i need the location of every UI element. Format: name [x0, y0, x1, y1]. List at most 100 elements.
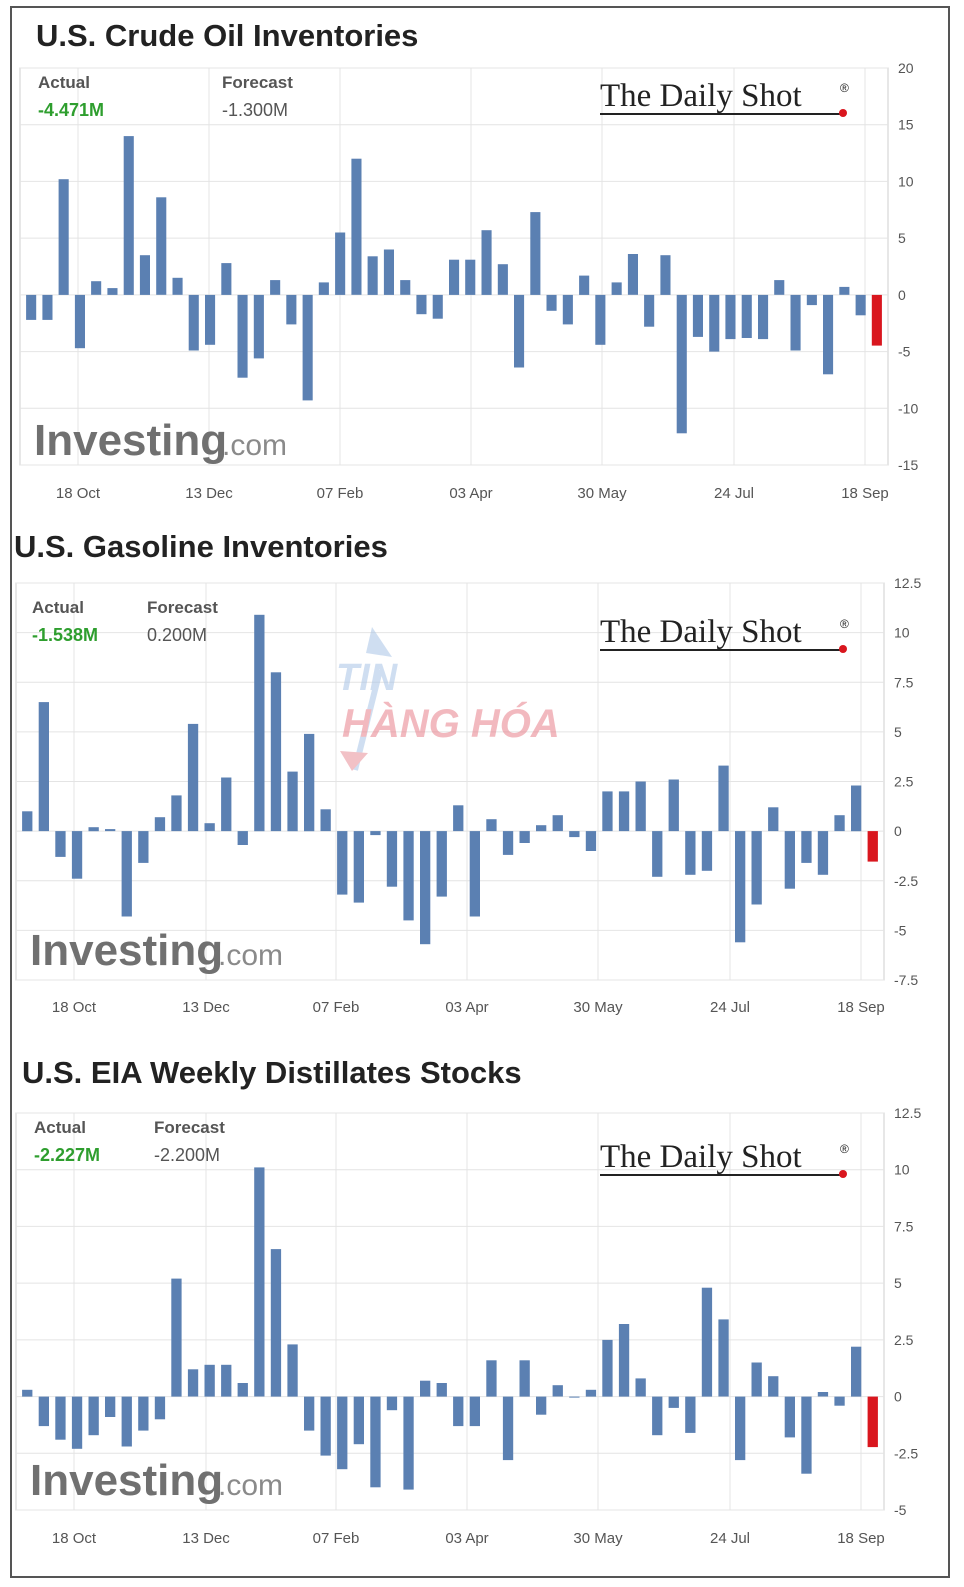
bar — [204, 823, 215, 832]
bar — [817, 831, 829, 875]
bar — [105, 829, 116, 832]
x-tick-label: 03 Apr — [445, 999, 488, 1016]
bar — [784, 1396, 795, 1438]
bar — [519, 831, 530, 843]
bar — [107, 288, 118, 295]
bar — [156, 197, 167, 295]
y-tick-label: 2.5 — [894, 774, 914, 790]
y-tick-label: 5 — [894, 1275, 902, 1291]
brand-mark: ® — [840, 617, 849, 631]
bar — [370, 1396, 381, 1488]
bar — [579, 275, 590, 295]
bar — [735, 831, 746, 943]
investing-logo: Investing .com — [34, 416, 287, 465]
bar — [768, 807, 779, 832]
x-tick-label: 13 Dec — [182, 999, 230, 1016]
y-tick-label: 20 — [898, 60, 914, 76]
y-tick-label: -2.5 — [894, 1445, 918, 1461]
x-tick-label: 18 Oct — [52, 999, 97, 1016]
watermark-line1: TIN — [336, 657, 399, 699]
latest-bar — [867, 1396, 878, 1448]
actual-label: Actual — [32, 598, 84, 617]
forecast-value: -1.300M — [222, 100, 288, 120]
bar — [187, 1369, 199, 1397]
bar — [453, 1396, 464, 1427]
bar — [751, 1362, 762, 1397]
x-tick-label: 13 Dec — [185, 485, 233, 502]
x-tick-label: 30 May — [573, 999, 623, 1016]
gasoline-panel: U.S. Gasoline Inventories 12.5 10 7.5 5 2.5 0… — [0, 525, 964, 1045]
x-tick-label: 24 Jul — [714, 485, 754, 502]
bar — [668, 779, 679, 832]
bar — [121, 831, 132, 917]
bar — [735, 1396, 746, 1461]
brand-text: The Daily Shot — [600, 1139, 802, 1175]
bar — [139, 255, 150, 295]
actual-label: Actual — [38, 73, 90, 92]
bar — [320, 1396, 331, 1456]
x-tick-label: 07 Feb — [313, 999, 360, 1016]
bars — [26, 136, 882, 434]
bar — [370, 831, 381, 836]
y-tick-label: 0 — [898, 287, 906, 303]
bar — [855, 294, 866, 316]
watermark-line2: HÀNG HÓA — [342, 700, 560, 746]
bar — [123, 136, 134, 295]
bar — [71, 831, 83, 879]
bar — [685, 831, 696, 875]
bar — [701, 1287, 713, 1397]
bar — [774, 280, 785, 295]
y-tick-label: -5 — [894, 1502, 907, 1518]
bar — [353, 831, 364, 903]
brand-mark: ® — [840, 1142, 849, 1156]
bar — [436, 831, 447, 897]
bar — [618, 791, 630, 832]
bar — [335, 232, 346, 295]
x-tick-label: 24 Jul — [710, 999, 750, 1016]
bar — [834, 1396, 845, 1406]
bar — [38, 1396, 49, 1427]
latest-bar — [867, 831, 878, 862]
bar — [55, 1396, 66, 1440]
bar — [481, 230, 492, 295]
y-tick-label: 5 — [894, 724, 902, 740]
forecast-value: -2.200M — [154, 1145, 220, 1165]
bar — [221, 263, 232, 295]
actual-value: -2.227M — [34, 1145, 100, 1165]
logo-bold: Investing — [30, 1456, 223, 1505]
bar — [449, 259, 460, 295]
y-tick-label: 10 — [894, 625, 910, 641]
bar — [486, 1360, 497, 1397]
bar — [55, 831, 66, 857]
y-tick-label: 15 — [898, 117, 914, 133]
bar — [536, 1396, 547, 1415]
x-tick-label: 07 Feb — [317, 485, 364, 502]
bar — [469, 1396, 480, 1427]
bar — [171, 795, 182, 832]
bar — [58, 179, 69, 295]
bar — [595, 294, 606, 345]
grid — [19, 67, 889, 466]
bar — [486, 819, 497, 832]
logo-light: .com — [222, 429, 287, 462]
x-tick-label: 18 Oct — [56, 485, 101, 502]
chart-title: U.S. Gasoline Inventories — [14, 529, 394, 565]
bar — [205, 294, 216, 345]
bar — [254, 614, 265, 832]
x-tick-label: 07 Feb — [313, 1530, 360, 1547]
y-tick-label: -5 — [894, 922, 907, 938]
brand-dot-icon — [839, 645, 847, 653]
bar — [497, 264, 508, 295]
bar — [635, 781, 646, 832]
y-tick-label: 12.5 — [894, 1105, 921, 1121]
bar — [692, 294, 703, 337]
daily-shot-brand: The Daily Shot ® — [600, 78, 849, 117]
bar — [432, 294, 443, 319]
bar — [42, 294, 53, 320]
actual-label: Actual — [34, 1118, 86, 1137]
bar — [237, 831, 248, 845]
bar — [237, 1383, 248, 1397]
bar — [602, 791, 613, 832]
logo-bold: Investing — [30, 926, 223, 975]
bar — [304, 733, 315, 832]
